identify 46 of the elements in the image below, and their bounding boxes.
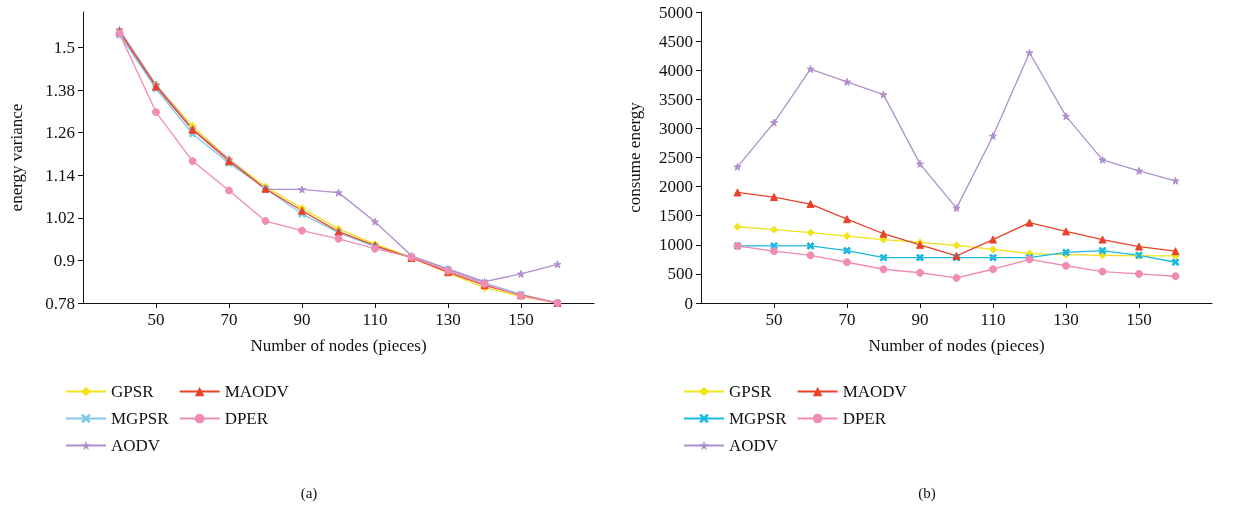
text: (a) [300,484,318,502]
legend-label: MGPSR [729,409,788,428]
y-tick-label: 1.14 [45,165,76,185]
y-tick-label: 2500 [659,148,693,167]
x-tick-label: 150 [508,310,534,329]
legend-label: MAODV [842,382,908,401]
y-tick-label: 1000 [659,235,693,255]
x-tick-label: 50 [765,310,783,329]
y-tick-label: 0.78 [45,293,75,313]
legend-label: GPSR [729,382,773,401]
legend-label: AODV [729,436,779,455]
x-axis-title: Number of nodes (pieces) [868,336,1045,355]
x-tick-label: 110 [980,310,1006,329]
x-tick-label: 90 [911,310,929,329]
y-tick-label: 1500 [659,206,693,226]
x-tick-label: 110 [362,310,388,329]
x-tick-label: 70 [838,310,856,329]
x-tick-label: 70 [220,310,238,329]
y-tick-label: 3500 [659,89,693,109]
y-tick-label: 5000 [659,2,693,22]
y-tick-label: 500 [667,264,693,284]
y-tick-label: 0.9 [53,250,75,270]
y-tick-label: 4000 [659,60,693,80]
text: (b) [918,484,936,502]
y-tick-label: 1.26 [45,123,75,143]
x-tick-label: 150 [1126,310,1152,329]
legend-label: AODV [111,436,161,455]
legend-label: MGPSR [111,409,170,428]
y-tick-label: 1.5 [53,37,75,57]
y-tick-label: 2000 [659,177,693,197]
legend-label: GPSR [111,382,155,401]
y-axis-title: energy variance [7,103,26,212]
y-tick-label: 0 [684,293,693,313]
x-tick-label: 90 [293,310,311,329]
x-tick-label: 130 [1053,310,1079,329]
legend-label: DPER [224,409,269,428]
y-tick-label: 1.38 [45,80,75,100]
x-axis-title: Number of nodes (pieces) [250,336,427,355]
y-tick-label: 3000 [659,118,693,138]
legend-label: DPER [842,409,887,428]
y-tick-label: 1.02 [45,208,75,228]
y-tick-label: 4500 [659,31,693,51]
x-tick-label: 130 [435,310,461,329]
y-axis-title: consume energy [625,101,644,213]
x-tick-label: 50 [147,310,165,329]
legend-label: MAODV [224,382,290,401]
